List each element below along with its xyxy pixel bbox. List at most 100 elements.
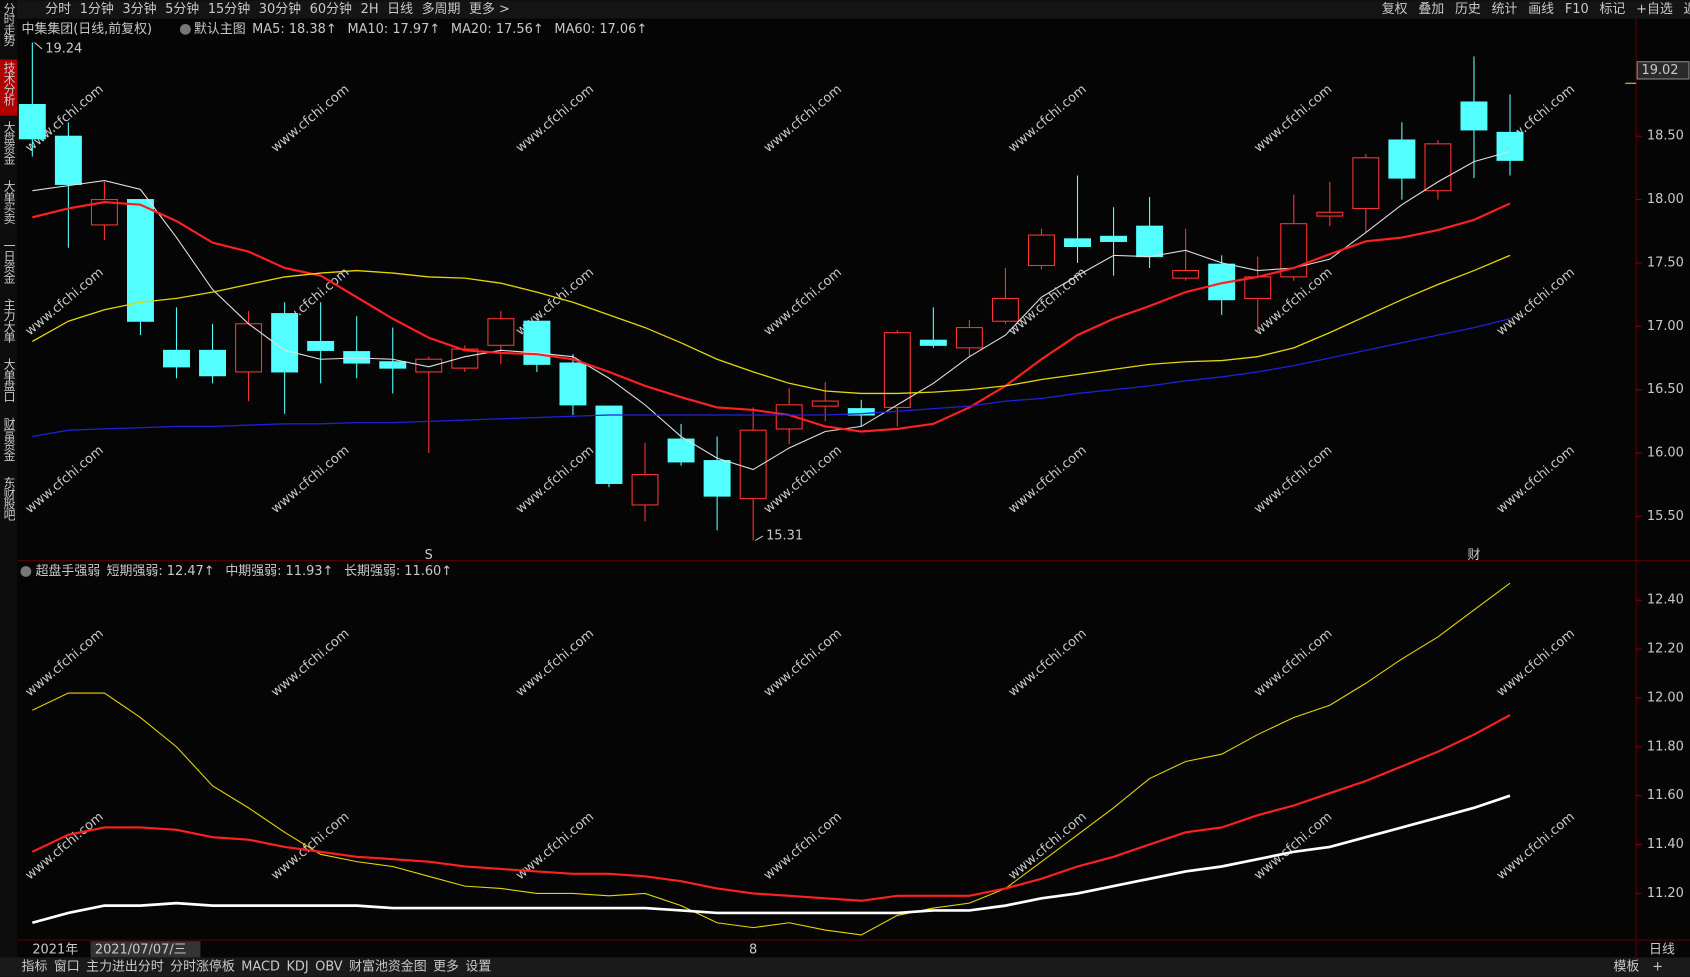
side-tab[interactable]: 主力大单	[2, 298, 16, 343]
bottom-tab[interactable]: 财富池资金图	[349, 959, 427, 975]
candle-body	[1172, 270, 1200, 279]
bottom-tab[interactable]: 分时涨停板	[170, 959, 235, 975]
candle-body	[415, 358, 443, 373]
tool-button[interactable]: 画线	[1528, 2, 1554, 17]
series-line	[32, 582, 1511, 936]
legend-readout: : 11.60↑	[396, 564, 452, 579]
bottom-tab[interactable]: 指标	[22, 960, 48, 975]
tool-button[interactable]: 统计	[1492, 2, 1518, 17]
y-tick-label: 17.00	[1647, 319, 1684, 334]
candle-body	[126, 199, 154, 322]
bottom-tab[interactable]: KDJ	[286, 960, 308, 975]
tool-button[interactable]: 标记	[1600, 2, 1626, 17]
y-tick-label: 12.00	[1647, 690, 1684, 705]
series-line	[31, 714, 1511, 902]
y-tick-label: 12.40	[1647, 593, 1684, 608]
bottom-tab[interactable]: 更多	[433, 960, 459, 975]
stock-title: 中集集团(日线,前复权)	[22, 21, 153, 37]
candle-body	[1136, 225, 1164, 258]
candle-body	[1352, 157, 1380, 210]
tool-button[interactable]: +自选	[1636, 2, 1673, 17]
candle-body	[595, 405, 623, 484]
price-marker: 19.02	[1641, 63, 1678, 78]
y-tick-label: 12.20	[1647, 642, 1684, 657]
bottom-tab[interactable]: MACD	[241, 960, 280, 975]
side-tab[interactable]: 财富资金	[2, 417, 16, 461]
side-tab[interactable]: 东财股吧	[2, 477, 16, 521]
legend-name: MA5	[252, 22, 280, 37]
period-tab[interactable]: 日线	[387, 2, 413, 17]
period-tab[interactable]: 15分钟	[208, 1, 250, 17]
y-tick-label: 18.00	[1647, 192, 1684, 207]
period-tab[interactable]: 分时	[45, 2, 71, 17]
tool-button[interactable]: 返回	[1684, 2, 1690, 17]
tool-button[interactable]: F10	[1565, 2, 1589, 17]
bottom-right-button[interactable]: 模板	[1613, 960, 1639, 975]
candle-body	[631, 474, 659, 506]
bottom-tab[interactable]: OBV	[315, 960, 343, 975]
side-tab[interactable]: 大单盘口	[2, 358, 16, 402]
candle-body	[1100, 235, 1128, 242]
chart-layer: 15.5016.0016.5017.0017.5018.0018.5019.00…	[18, 22, 1690, 957]
period-tab[interactable]: 1分钟	[80, 1, 114, 17]
template-name[interactable]: 默认主图	[194, 21, 246, 37]
side-tab[interactable]: 技术分析	[2, 62, 16, 107]
candle-body	[523, 320, 551, 365]
bottom-tab[interactable]: 主力进出分时	[86, 960, 164, 975]
y-tick-label: 16.50	[1647, 382, 1684, 397]
period-tab[interactable]: 5分钟	[165, 1, 199, 17]
side-tab[interactable]: 大单买卖	[2, 180, 16, 225]
event-marker[interactable]: S	[425, 548, 433, 563]
candle-body	[991, 297, 1019, 322]
candle-body	[703, 460, 731, 497]
indicator-title[interactable]: 超盘手强弱	[36, 563, 101, 579]
candle-body	[883, 332, 911, 408]
candle-body	[199, 349, 227, 377]
legend-name: 中期强弱	[225, 564, 277, 579]
period-tab[interactable]: 2H	[361, 2, 379, 17]
bottom-right-button[interactable]: +	[1652, 960, 1663, 975]
legend-readout: : 11.93↑	[277, 564, 333, 579]
indicator-icon	[20, 566, 32, 577]
annotation-arrow	[755, 535, 764, 541]
y-tick-label: 17.50	[1647, 255, 1684, 270]
candle-body	[1496, 131, 1524, 161]
y-tick-label: 18.50	[1647, 129, 1684, 144]
candle-body	[1388, 139, 1416, 179]
bottom-tab[interactable]: 窗口	[54, 959, 80, 975]
legend-readout: : 17.56↑	[487, 22, 543, 37]
period-tab[interactable]: 3分钟	[122, 1, 156, 17]
series-line	[32, 201, 1511, 433]
legend-readout: : 17.06↑	[591, 22, 647, 37]
candle-body	[451, 348, 479, 369]
candle-body	[811, 400, 839, 407]
candle-body	[847, 408, 875, 416]
side-tab[interactable]: 大盘资金	[2, 120, 16, 164]
series-line	[31, 794, 1511, 925]
side-tab[interactable]: 分时走势	[2, 2, 16, 46]
tool-button[interactable]: 复权	[1382, 1, 1408, 17]
candle-body	[379, 361, 407, 369]
event-marker[interactable]: 财	[1468, 548, 1481, 563]
period-tab[interactable]: 更多 >	[469, 2, 510, 17]
annotation-arrow	[34, 42, 43, 50]
tool-button[interactable]: 历史	[1455, 2, 1481, 17]
bottom-bar	[0, 957, 1690, 977]
side-tab[interactable]: 一日资金	[2, 240, 16, 284]
candle-body	[1424, 143, 1452, 192]
y-tick-label: 16.00	[1647, 446, 1684, 461]
series-line	[32, 318, 1511, 438]
candle-body	[1460, 101, 1488, 131]
legend-name: 长期强弱	[344, 564, 396, 579]
candle-body	[559, 362, 587, 406]
candle-body	[1028, 234, 1055, 267]
bottom-tab[interactable]: 设置	[465, 960, 491, 975]
candle-body	[54, 135, 82, 185]
period-tab[interactable]: 30分钟	[259, 1, 301, 17]
period-tab[interactable]: 60分钟	[310, 1, 352, 17]
candle-body	[955, 327, 983, 349]
period-tab[interactable]: 多周期	[422, 2, 461, 17]
tool-button[interactable]: 叠加	[1418, 2, 1444, 17]
candle-body	[1244, 276, 1272, 299]
